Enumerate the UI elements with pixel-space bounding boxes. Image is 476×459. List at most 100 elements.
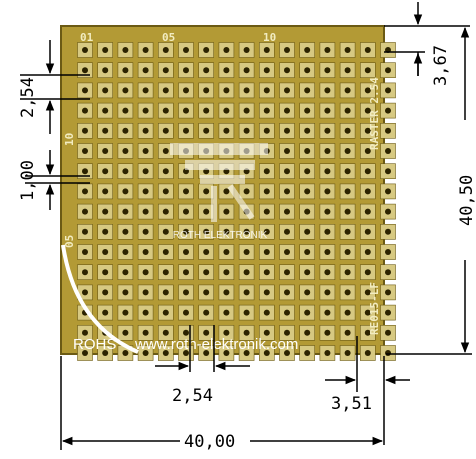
drill-hole — [344, 350, 351, 356]
drill-hole — [263, 269, 270, 276]
drill-hole — [364, 67, 371, 74]
drill-hole — [364, 168, 371, 175]
drill-hole — [364, 329, 371, 336]
drill-hole — [122, 269, 129, 276]
drill-hole — [263, 289, 270, 296]
drill-hole — [122, 127, 129, 134]
drill-hole — [142, 249, 149, 255]
drill-hole — [284, 107, 290, 114]
drill-hole — [364, 127, 371, 134]
drill-hole — [344, 249, 351, 255]
drill-hole — [364, 249, 371, 255]
drill-hole — [284, 350, 290, 356]
drill-hole — [385, 87, 391, 94]
drill-hole — [203, 350, 210, 356]
drill-hole — [284, 269, 290, 276]
drill-hole — [324, 228, 331, 235]
drill-hole — [162, 289, 169, 296]
drill-hole — [122, 329, 129, 336]
drill-hole — [324, 67, 331, 74]
drill-hole — [162, 350, 169, 356]
drill-hole — [385, 309, 391, 316]
drill-hole — [102, 309, 109, 316]
drill-hole — [284, 127, 290, 134]
drill-hole — [203, 208, 210, 215]
drill-hole — [162, 107, 169, 114]
drill-hole — [203, 188, 210, 195]
drill-hole — [284, 47, 290, 53]
drill-hole — [364, 289, 371, 296]
pad-grid — [77, 42, 396, 361]
drill-hole — [243, 67, 250, 74]
drill-hole — [344, 329, 351, 336]
drill-hole — [364, 309, 371, 316]
drill-hole — [263, 208, 270, 215]
drill-hole — [102, 228, 109, 235]
drill-hole — [263, 47, 270, 53]
drill-hole — [203, 107, 210, 114]
drill-hole — [183, 47, 189, 53]
drill-hole — [203, 269, 210, 276]
drill-hole — [385, 289, 391, 296]
drill-hole — [203, 67, 210, 74]
drill-hole — [142, 350, 149, 356]
drill-hole — [243, 47, 250, 53]
drill-hole — [223, 269, 230, 276]
drill-hole — [344, 309, 351, 316]
drill-hole — [385, 127, 391, 134]
drill-hole — [263, 168, 270, 175]
drill-hole — [304, 289, 311, 296]
drill-hole — [82, 289, 88, 296]
drill-hole — [82, 127, 88, 134]
drill-hole — [324, 309, 331, 316]
drill-hole — [102, 168, 109, 175]
drill-hole — [102, 148, 109, 154]
drill-hole — [344, 67, 351, 74]
drill-hole — [142, 87, 149, 94]
dim-width: 40,00 — [184, 432, 235, 452]
drill-hole — [263, 107, 270, 114]
drill-hole — [122, 47, 129, 53]
drill-hole — [385, 67, 391, 74]
drill-hole — [162, 47, 169, 53]
drill-hole — [344, 289, 351, 296]
drill-hole — [304, 188, 311, 195]
drill-hole — [162, 67, 169, 74]
drill-hole — [102, 87, 109, 94]
drill-hole — [183, 107, 189, 114]
drill-hole — [183, 208, 189, 215]
drill-hole — [385, 188, 391, 195]
drill-hole — [344, 269, 351, 276]
drill-hole — [183, 249, 189, 255]
drill-hole — [304, 228, 311, 235]
drill-hole — [263, 67, 270, 74]
drill-hole — [223, 67, 230, 74]
drill-hole — [82, 208, 88, 215]
drill-hole — [122, 148, 129, 154]
drill-hole — [324, 127, 331, 134]
drill-hole — [344, 107, 351, 114]
dim-hole-diameter: 1,00 — [18, 160, 38, 201]
drill-hole — [284, 67, 290, 74]
dim-pitch-left: 2,54 — [18, 77, 38, 118]
drill-hole — [142, 329, 149, 336]
drill-hole — [183, 67, 189, 74]
drill-hole — [162, 148, 169, 154]
drill-hole — [142, 47, 149, 53]
drill-hole — [263, 350, 270, 356]
drill-hole — [203, 289, 210, 296]
dimension-annotations — [20, 2, 472, 450]
drill-hole — [324, 107, 331, 114]
drill-hole — [243, 188, 250, 195]
drill-hole — [162, 208, 169, 215]
row-label-05: 05 — [63, 235, 76, 248]
drill-hole — [284, 148, 290, 154]
drill-hole — [304, 87, 311, 94]
dim-right-offset: 3,51 — [331, 394, 372, 414]
drill-hole — [385, 350, 391, 356]
drill-hole — [142, 148, 149, 154]
drill-hole — [385, 168, 391, 175]
drill-hole — [344, 228, 351, 235]
drill-hole — [304, 350, 311, 356]
drill-hole — [324, 289, 331, 296]
